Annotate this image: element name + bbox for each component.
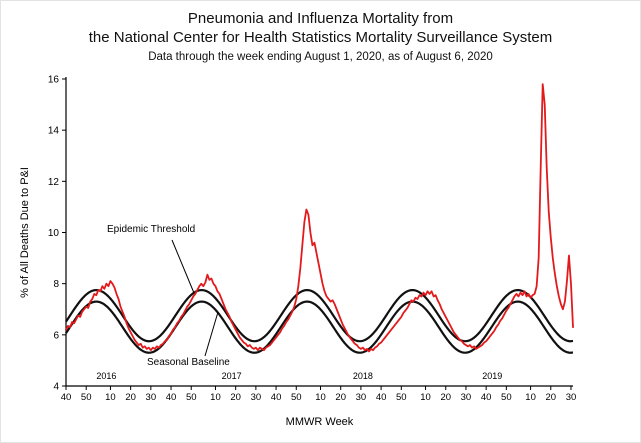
x-tick-label: 30 xyxy=(251,392,262,403)
pni-observed-line xyxy=(65,83,574,353)
year-label: 2019 xyxy=(482,371,502,381)
x-tick-label: 40 xyxy=(61,392,72,403)
y-tick-label: 12 xyxy=(48,177,60,188)
x-tick-label: 50 xyxy=(81,392,92,403)
y-tick-label: 8 xyxy=(53,279,59,290)
x-tick-label: 30 xyxy=(146,392,157,403)
x-tick-label: 30 xyxy=(461,392,472,403)
seasonal-baseline-line xyxy=(65,300,574,354)
x-tick-label: 10 xyxy=(210,392,221,403)
y-tick-label: 10 xyxy=(48,228,60,239)
x-tick-label: 20 xyxy=(545,392,556,403)
x-tick-label: 50 xyxy=(291,392,302,403)
annotation-seasonal-baseline: Seasonal Baseline xyxy=(147,357,230,368)
x-axis-title: MMWR Week xyxy=(286,416,354,428)
chart-title-line1: Pneumonia and Influenza Mortality from xyxy=(187,10,454,27)
year-label: 2017 xyxy=(222,371,242,381)
annotation-leader-line xyxy=(204,311,219,357)
x-tick-label: 40 xyxy=(271,392,282,403)
y-tick-label: 4 xyxy=(53,382,59,393)
x-tick-label: 20 xyxy=(335,392,346,403)
y-axis-title: % of All Deaths Due to P&I xyxy=(19,167,31,298)
annotation-epidemic-threshold: Epidemic Threshold xyxy=(107,224,196,235)
chart-subtitle: Data through the week ending August 1, 2… xyxy=(148,51,493,63)
x-tick-label: 40 xyxy=(376,392,387,403)
year-label: 2018 xyxy=(353,371,373,381)
x-tick-label: 40 xyxy=(481,392,492,403)
x-tick-label: 20 xyxy=(125,392,136,403)
x-tick-label: 10 xyxy=(105,392,116,403)
y-tick-label: 14 xyxy=(48,126,60,137)
chart-title-line2: the National Center for Health Statistic… xyxy=(88,29,553,46)
x-tick-label: 30 xyxy=(356,392,367,403)
x-tick-label: 30 xyxy=(566,392,577,403)
x-tick-label: 20 xyxy=(230,392,241,403)
x-tick-label: 50 xyxy=(396,392,407,403)
year-label: 2016 xyxy=(96,371,116,381)
x-tick-label: 10 xyxy=(420,392,431,403)
annotation-leader-line xyxy=(171,239,195,294)
x-tick-label: 40 xyxy=(166,392,177,403)
x-tick-label: 10 xyxy=(525,392,536,403)
y-tick-label: 16 xyxy=(48,75,60,86)
x-tick-label: 10 xyxy=(315,392,326,403)
y-tick-label: 6 xyxy=(53,330,59,341)
epidemic-threshold-line xyxy=(65,288,574,343)
x-tick-label: 50 xyxy=(186,392,197,403)
chart-header: Pneumonia and Influenza Mortality from t… xyxy=(1,9,640,64)
x-tick-label: 50 xyxy=(501,392,512,403)
x-tick-label: 20 xyxy=(440,392,451,403)
